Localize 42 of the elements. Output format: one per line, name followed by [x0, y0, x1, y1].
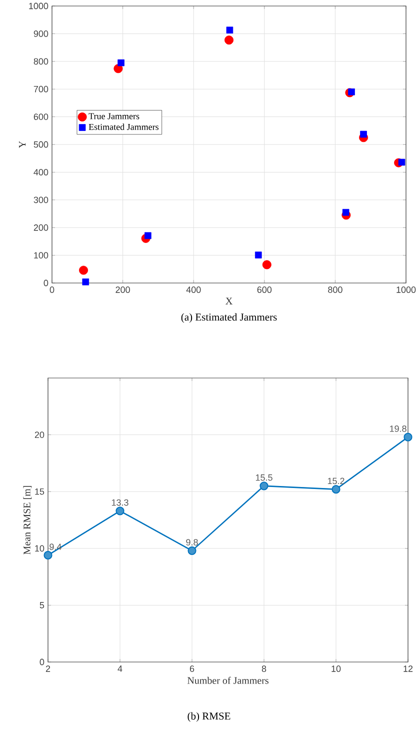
y-tick-label: 1000	[29, 2, 48, 10]
x-tick-label: 12	[404, 666, 413, 672]
y-tick-label: 5	[40, 602, 44, 608]
x-tick-label: 1000	[396, 286, 416, 293]
y-tick-label: 800	[34, 58, 48, 65]
y-tick-label: 300	[34, 196, 48, 204]
y-tick-label: 700	[34, 86, 48, 92]
x-axis-title: X	[226, 298, 232, 304]
y-tick-label: 600	[34, 114, 48, 120]
data-label: 15.5	[256, 474, 272, 481]
data-label: 19.8	[390, 425, 406, 432]
x-tick-label: 800	[328, 286, 342, 293]
y-tick-label: 500	[34, 141, 48, 148]
x-tick-label: 8	[262, 666, 266, 672]
data-label: 15.2	[328, 478, 344, 484]
data-label: 9.4	[50, 544, 62, 550]
y-axis-title: Mean RMSE [m]	[23, 486, 32, 554]
text: (b) RMSE	[188, 712, 230, 722]
x-tick-label: 200	[116, 286, 130, 293]
y-tick-label: 15	[35, 488, 44, 495]
x-tick-label: 0	[50, 286, 54, 293]
x-tick-label: 2	[46, 666, 50, 672]
y-axis-title: Y	[19, 141, 26, 148]
x-tick-label: 10	[332, 666, 341, 672]
y-tick-label: 900	[34, 30, 48, 37]
data-label: 9.8	[186, 539, 198, 546]
x-tick-label: 600	[257, 286, 272, 293]
y-tick-label: 100	[34, 252, 48, 258]
legend-label: Estimated Jammers	[88, 124, 159, 130]
x-tick-label: 4	[118, 666, 122, 672]
x-tick-label: 6	[190, 666, 194, 672]
data-label: 13.3	[112, 499, 128, 506]
y-tick-label: 400	[34, 169, 48, 176]
y-tick-label: 0	[44, 280, 48, 286]
text: (a) Estimated Jammers	[181, 313, 277, 323]
x-tick-label: 400	[186, 286, 201, 293]
y-tick-label: 200	[34, 224, 48, 231]
legend-label: True Jammers	[88, 113, 140, 120]
y-tick-label: 20	[34, 432, 44, 438]
x-axis-title: Number of Jammers	[187, 676, 268, 684]
y-tick-label: 10	[35, 545, 44, 552]
y-tick-label: 0	[40, 658, 44, 666]
